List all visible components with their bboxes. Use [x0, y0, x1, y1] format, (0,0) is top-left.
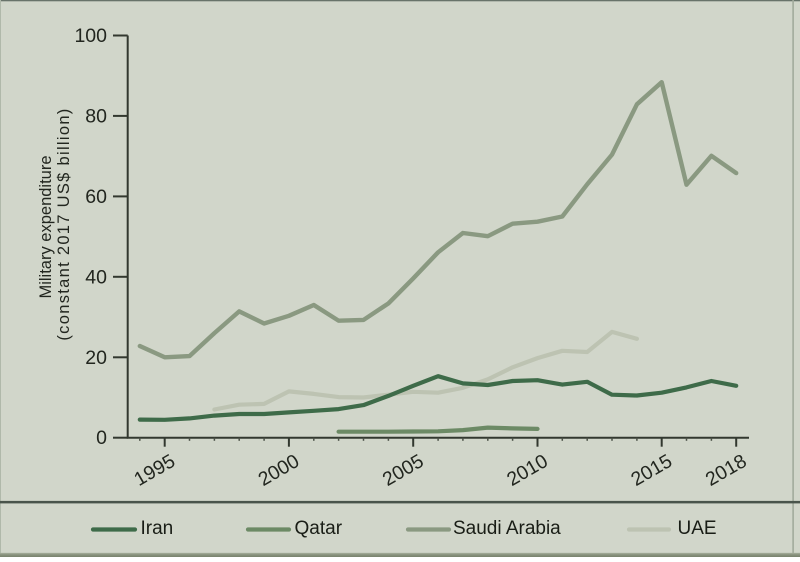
svg-text:0: 0: [96, 427, 107, 449]
svg-text:Iran: Iran: [141, 518, 174, 539]
svg-text:Military expenditure: Military expenditure: [37, 155, 55, 298]
svg-text:UAE: UAE: [678, 518, 717, 539]
svg-text:Qatar: Qatar: [295, 518, 343, 539]
svg-text:80: 80: [85, 105, 107, 127]
svg-text:Saudi Arabia: Saudi Arabia: [453, 518, 561, 539]
svg-text:60: 60: [85, 186, 107, 208]
svg-text:40: 40: [85, 266, 107, 288]
svg-text:20: 20: [85, 347, 107, 369]
svg-text:100: 100: [74, 25, 107, 47]
svg-text:(constant 2017 US$ billion): (constant 2017 US$ billion): [55, 107, 73, 340]
